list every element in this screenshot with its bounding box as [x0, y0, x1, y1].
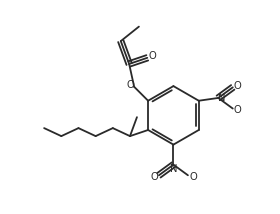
Text: N: N: [218, 93, 226, 103]
Text: O: O: [234, 81, 242, 91]
Text: N: N: [170, 163, 177, 174]
Text: O: O: [150, 172, 158, 182]
Text: O: O: [148, 51, 156, 61]
Text: O: O: [126, 80, 134, 90]
Text: O: O: [189, 172, 197, 182]
Text: O: O: [234, 105, 242, 115]
